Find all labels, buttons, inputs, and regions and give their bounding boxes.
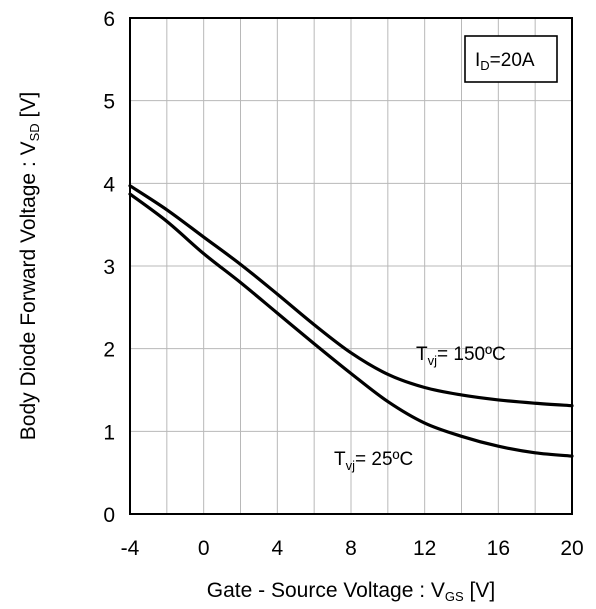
y-tick-label: 6	[103, 8, 115, 31]
series-label-150c: Tvj= 150ºC	[416, 344, 506, 368]
x-tick-label: 8	[345, 537, 357, 560]
series-line-150c	[128, 184, 574, 408]
y-tick-label: 0	[103, 504, 115, 527]
y-tick-label: 2	[103, 339, 115, 362]
x-tick-label: 16	[487, 537, 510, 560]
grid-lines	[130, 18, 572, 514]
x-tick-label: 12	[413, 537, 436, 560]
y-axis-label-unit: [V]	[17, 92, 40, 124]
y-axis-label-sub: SD	[27, 123, 42, 141]
condition-sub: D	[480, 58, 489, 73]
series-label-150c-rest: = 150ºC	[437, 344, 506, 365]
y-axis-label-main: Body Diode Forward Voltage : V	[17, 141, 40, 440]
series-label-25c-rest: = 25ºC	[355, 449, 413, 470]
series-label-150c-main: T	[416, 344, 428, 365]
series-label-150c-sub: vj	[428, 353, 438, 368]
y-tick-label: 3	[103, 256, 115, 279]
x-axis-label: Gate - Source Voltage : VGS [V]	[207, 579, 495, 604]
condition-main: I	[475, 50, 480, 71]
y-tick-label: 5	[103, 91, 115, 114]
y-axis-label: Body Diode Forward Voltage : VSD [V]	[17, 92, 42, 440]
x-axis-label-sub: GS	[445, 589, 464, 604]
x-axis-label-unit: [V]	[464, 579, 496, 602]
condition-value: =20A	[490, 50, 535, 71]
series-line-25c	[128, 192, 574, 458]
condition-box: ID=20A	[464, 35, 558, 83]
plot-frame	[129, 17, 573, 515]
data-curves	[128, 184, 574, 458]
y-tick-label: 1	[103, 421, 115, 444]
x-tick-label: 4	[271, 537, 283, 560]
series-label-25c: Tvj= 25ºC	[334, 449, 413, 473]
series-label-25c-sub: vj	[346, 458, 356, 473]
series-label-25c-main: T	[334, 449, 346, 470]
x-tick-label: 20	[560, 537, 583, 560]
x-tick-label: 0	[198, 537, 210, 560]
x-tick-label: -4	[121, 537, 140, 560]
condition-label: ID=20A	[475, 50, 535, 73]
x-axis-label-main: Gate - Source Voltage : V	[207, 579, 445, 602]
y-tick-label: 4	[103, 173, 115, 196]
